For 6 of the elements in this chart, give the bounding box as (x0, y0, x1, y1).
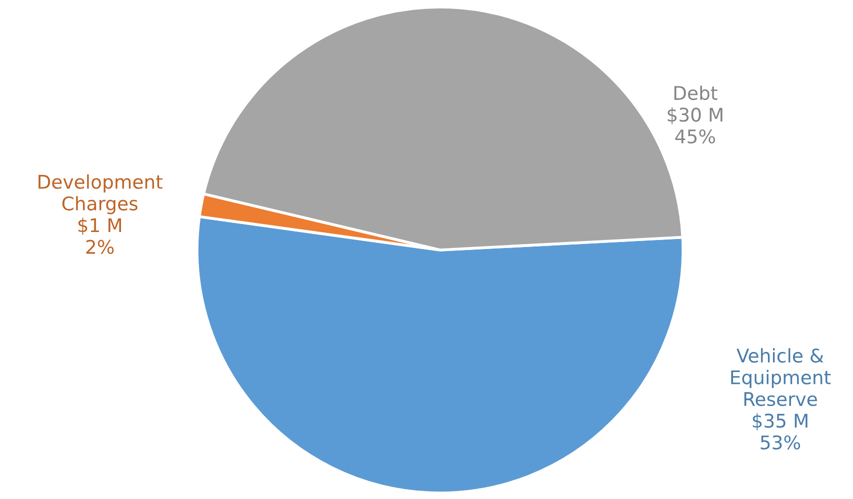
slice-label: Vehicle & Equipment Reserve (731, 348, 831, 406)
data-label: $1 M 2% (78, 218, 122, 254)
data-label: $35 M 53% (752, 413, 808, 450)
slice-label: Debt (674, 86, 718, 100)
slice-label: Development Charges (38, 174, 163, 214)
data-label: $30 M 45% (668, 107, 722, 144)
